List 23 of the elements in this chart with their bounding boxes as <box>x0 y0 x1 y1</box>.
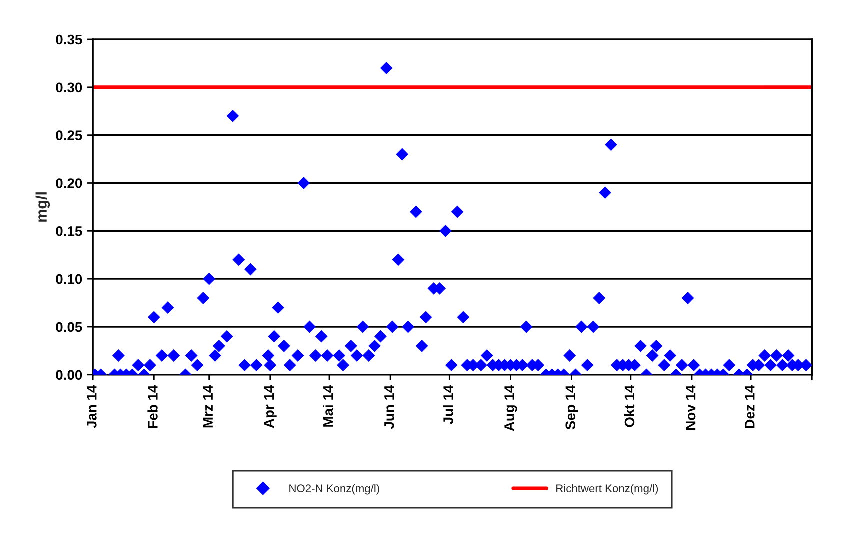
y-tick-label: 0.25 <box>56 130 82 140</box>
y-tick-label: 0.35 <box>56 34 82 45</box>
y-tick-label: 0.10 <box>56 274 82 284</box>
x-tick-label: Okt 14 <box>624 385 635 428</box>
x-tick-label: Sep 14 <box>566 385 578 430</box>
x-tick-label: Mrz 14 <box>203 385 213 428</box>
y-tick-label: 0.20 <box>56 178 82 188</box>
legend-label: Richtwert Konz(mg/l) <box>556 484 658 495</box>
x-tick-label: Apr 14 <box>264 385 277 428</box>
x-tick-label: Feb 14 <box>148 385 158 428</box>
x-tick-label: Nov 14 <box>686 385 696 430</box>
legend-label: NO2-N Konz(mg/l) <box>290 484 380 495</box>
x-tick-label: Jul 14 <box>443 385 454 424</box>
x-tick-label: Dez 14 <box>745 385 755 428</box>
x-tick-label: Jun 14 <box>384 385 394 430</box>
y-tick-label: 0.30 <box>56 82 82 93</box>
x-tick-label: Mai 14 <box>323 385 334 427</box>
y-tick-label: 0.15 <box>56 226 82 236</box>
x-tick-label: Aug 14 <box>504 385 518 432</box>
y-axis-title: mg/l <box>36 192 50 222</box>
y-tick-label: 0.05 <box>56 322 82 332</box>
y-tick-label: 0.00 <box>56 370 82 380</box>
x-tick-label: Jan 14 <box>87 385 97 428</box>
